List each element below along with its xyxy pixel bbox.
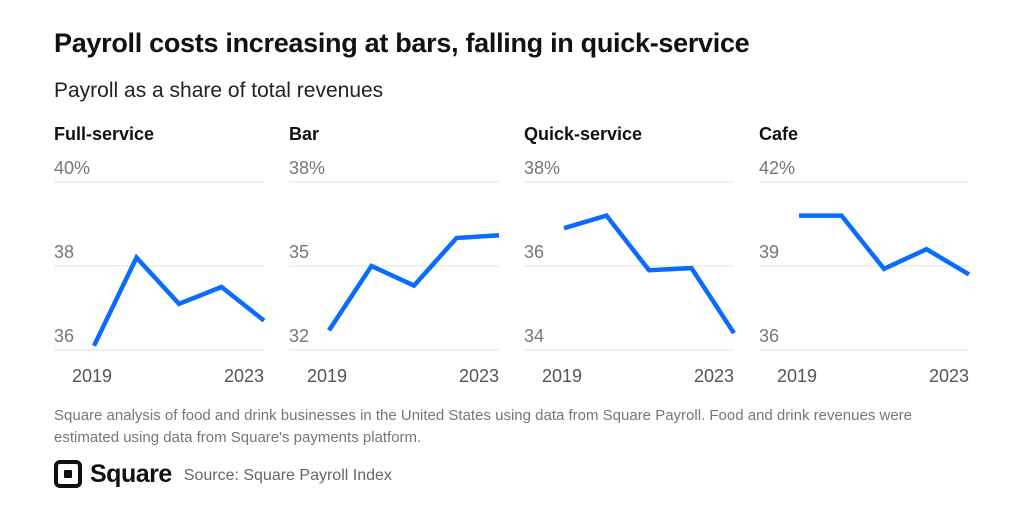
x-tick-label: 2023 [694, 366, 734, 386]
chart-full-service: 40% 38 36 2019 2023 [54, 158, 266, 386]
chart-subtitle: Payroll as a share of total revenues [54, 79, 384, 102]
panel-title: Full-service [54, 124, 155, 144]
brand-row: Square Source: Square Payroll Index [54, 459, 392, 489]
x-tick-label: 2023 [929, 366, 969, 386]
y-tick-label: 36 [54, 326, 74, 346]
chart-title: Payroll costs increasing at bars, fallin… [54, 28, 750, 58]
y-tick-label: 36 [524, 242, 544, 262]
footnote: Square analysis of food and drink busine… [54, 407, 912, 446]
x-tick-label: 2019 [777, 366, 817, 386]
panel-full-service: Full-service 40% 38 36 2019 2023 [54, 118, 266, 388]
series-line [91, 253, 266, 347]
x-tick-label: 2023 [224, 366, 264, 386]
y-tick-label: 42% [759, 158, 795, 178]
y-tick-label: 36 [759, 326, 779, 346]
y-tick-label: 38% [524, 158, 560, 178]
square-logo-icon [54, 460, 82, 488]
y-tick-label: 34 [524, 326, 544, 346]
chart-quick-service: 38% 36 34 2019 2023 [524, 158, 736, 386]
y-tick-label: 38 [54, 242, 74, 262]
chart-bar: 38% 35 32 2019 2023 [289, 158, 500, 386]
x-tick-label: 2019 [72, 366, 112, 386]
y-tick-label: 38% [289, 158, 325, 178]
source-note: Source: Square Payroll Index [183, 467, 392, 484]
panel-title: Bar [289, 124, 320, 144]
panel-bar: Bar 38% 35 32 2019 2023 [289, 118, 501, 388]
x-tick-label: 2019 [307, 366, 347, 386]
panel-quick-service: Quick-service 38% 36 34 2019 2023 [524, 118, 736, 388]
y-tick-label: 32 [289, 326, 309, 346]
series-line [327, 232, 500, 332]
y-tick-label: 39 [759, 242, 779, 262]
x-tick-label: 2019 [542, 366, 582, 386]
x-tick-label: 2023 [459, 366, 499, 386]
y-tick-label: 40% [54, 158, 90, 178]
chart-cafe: 42% 39 36 2019 2023 [759, 158, 971, 386]
panel-cafe: Cafe 42% 39 36 2019 2023 [759, 118, 971, 388]
panel-title: Quick-service [524, 124, 643, 144]
y-tick-label: 35 [289, 242, 309, 262]
series-line [799, 213, 971, 277]
series-line [563, 213, 736, 335]
panel-title: Cafe [759, 124, 799, 144]
brand-name: Square [90, 459, 172, 488]
